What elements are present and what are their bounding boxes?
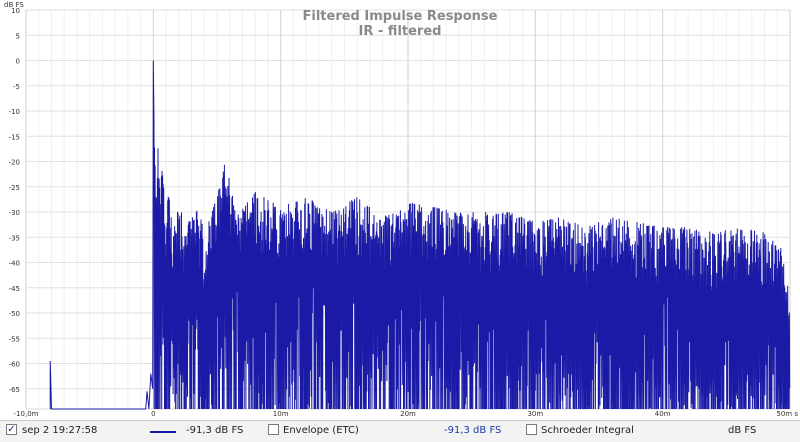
x-tick-label: 20m	[400, 410, 416, 418]
series-line	[49, 60, 791, 410]
y-tick-label: -15	[9, 133, 20, 141]
checkmark-icon: ✓	[7, 424, 16, 435]
y-tick-label: -65	[9, 386, 20, 394]
schroeder-checkbox[interactable]	[526, 424, 537, 435]
legend-bar: ✓ sep 2 19:27:58 -91,3 dB FS Envelope (E…	[0, 420, 800, 442]
y-tick-label: -30	[9, 209, 20, 217]
y-tick-label: -5	[13, 83, 20, 91]
x-tick-label: 0	[151, 410, 155, 418]
y-axis-label: dB FS	[4, 1, 24, 9]
x-tick-label: 40m	[655, 410, 671, 418]
x-tick-label: 50m s	[776, 410, 798, 418]
x-tick-label: -10,0m	[14, 410, 39, 418]
chart-area: 10 5 0 -5 -10 -15 -20 -25 -30 -35 -40 -45 -50 -55 -60 -…	[4, 1, 798, 418]
envelope-label: Envelope (ETC)	[283, 425, 359, 436]
y-tick-label: -35	[9, 234, 20, 242]
schroeder-value: dB FS	[728, 425, 757, 436]
envelope-checkbox[interactable]	[268, 424, 279, 435]
series-value: -91,3 dB FS	[186, 425, 244, 436]
series-line-swatch	[150, 431, 176, 433]
schroeder-label: Schroeder Integral	[541, 425, 634, 436]
x-tick-label: 10m	[273, 410, 289, 418]
y-tick-label: -60	[9, 361, 20, 369]
y-tick-label: -40	[9, 260, 20, 268]
y-tick-label: 5	[16, 32, 20, 40]
y-tick-label: -25	[9, 184, 20, 192]
y-tick-label: -10	[9, 108, 20, 116]
series-label: sep 2 19:27:58	[22, 425, 98, 436]
y-tick-label: -45	[9, 285, 20, 293]
y-tick-label: -20	[9, 159, 20, 167]
chart-title: Filtered Impulse Response	[302, 9, 498, 24]
envelope-value: -91,3 dB FS	[444, 425, 502, 436]
x-tick-label: 30m	[527, 410, 543, 418]
y-tick-label: 10	[11, 7, 20, 15]
impulse-response-chart: 10 5 0 -5 -10 -15 -20 -25 -30 -35 -40 -45 -50 -55 -60 -…	[4, 1, 798, 418]
series-visibility-checkbox[interactable]: ✓	[6, 424, 17, 435]
y-tick-label: -55	[9, 335, 20, 343]
y-tick-label: -50	[9, 310, 20, 318]
chart-subtitle: IR - filtered	[358, 24, 442, 39]
y-tick-label: 0	[16, 58, 20, 66]
